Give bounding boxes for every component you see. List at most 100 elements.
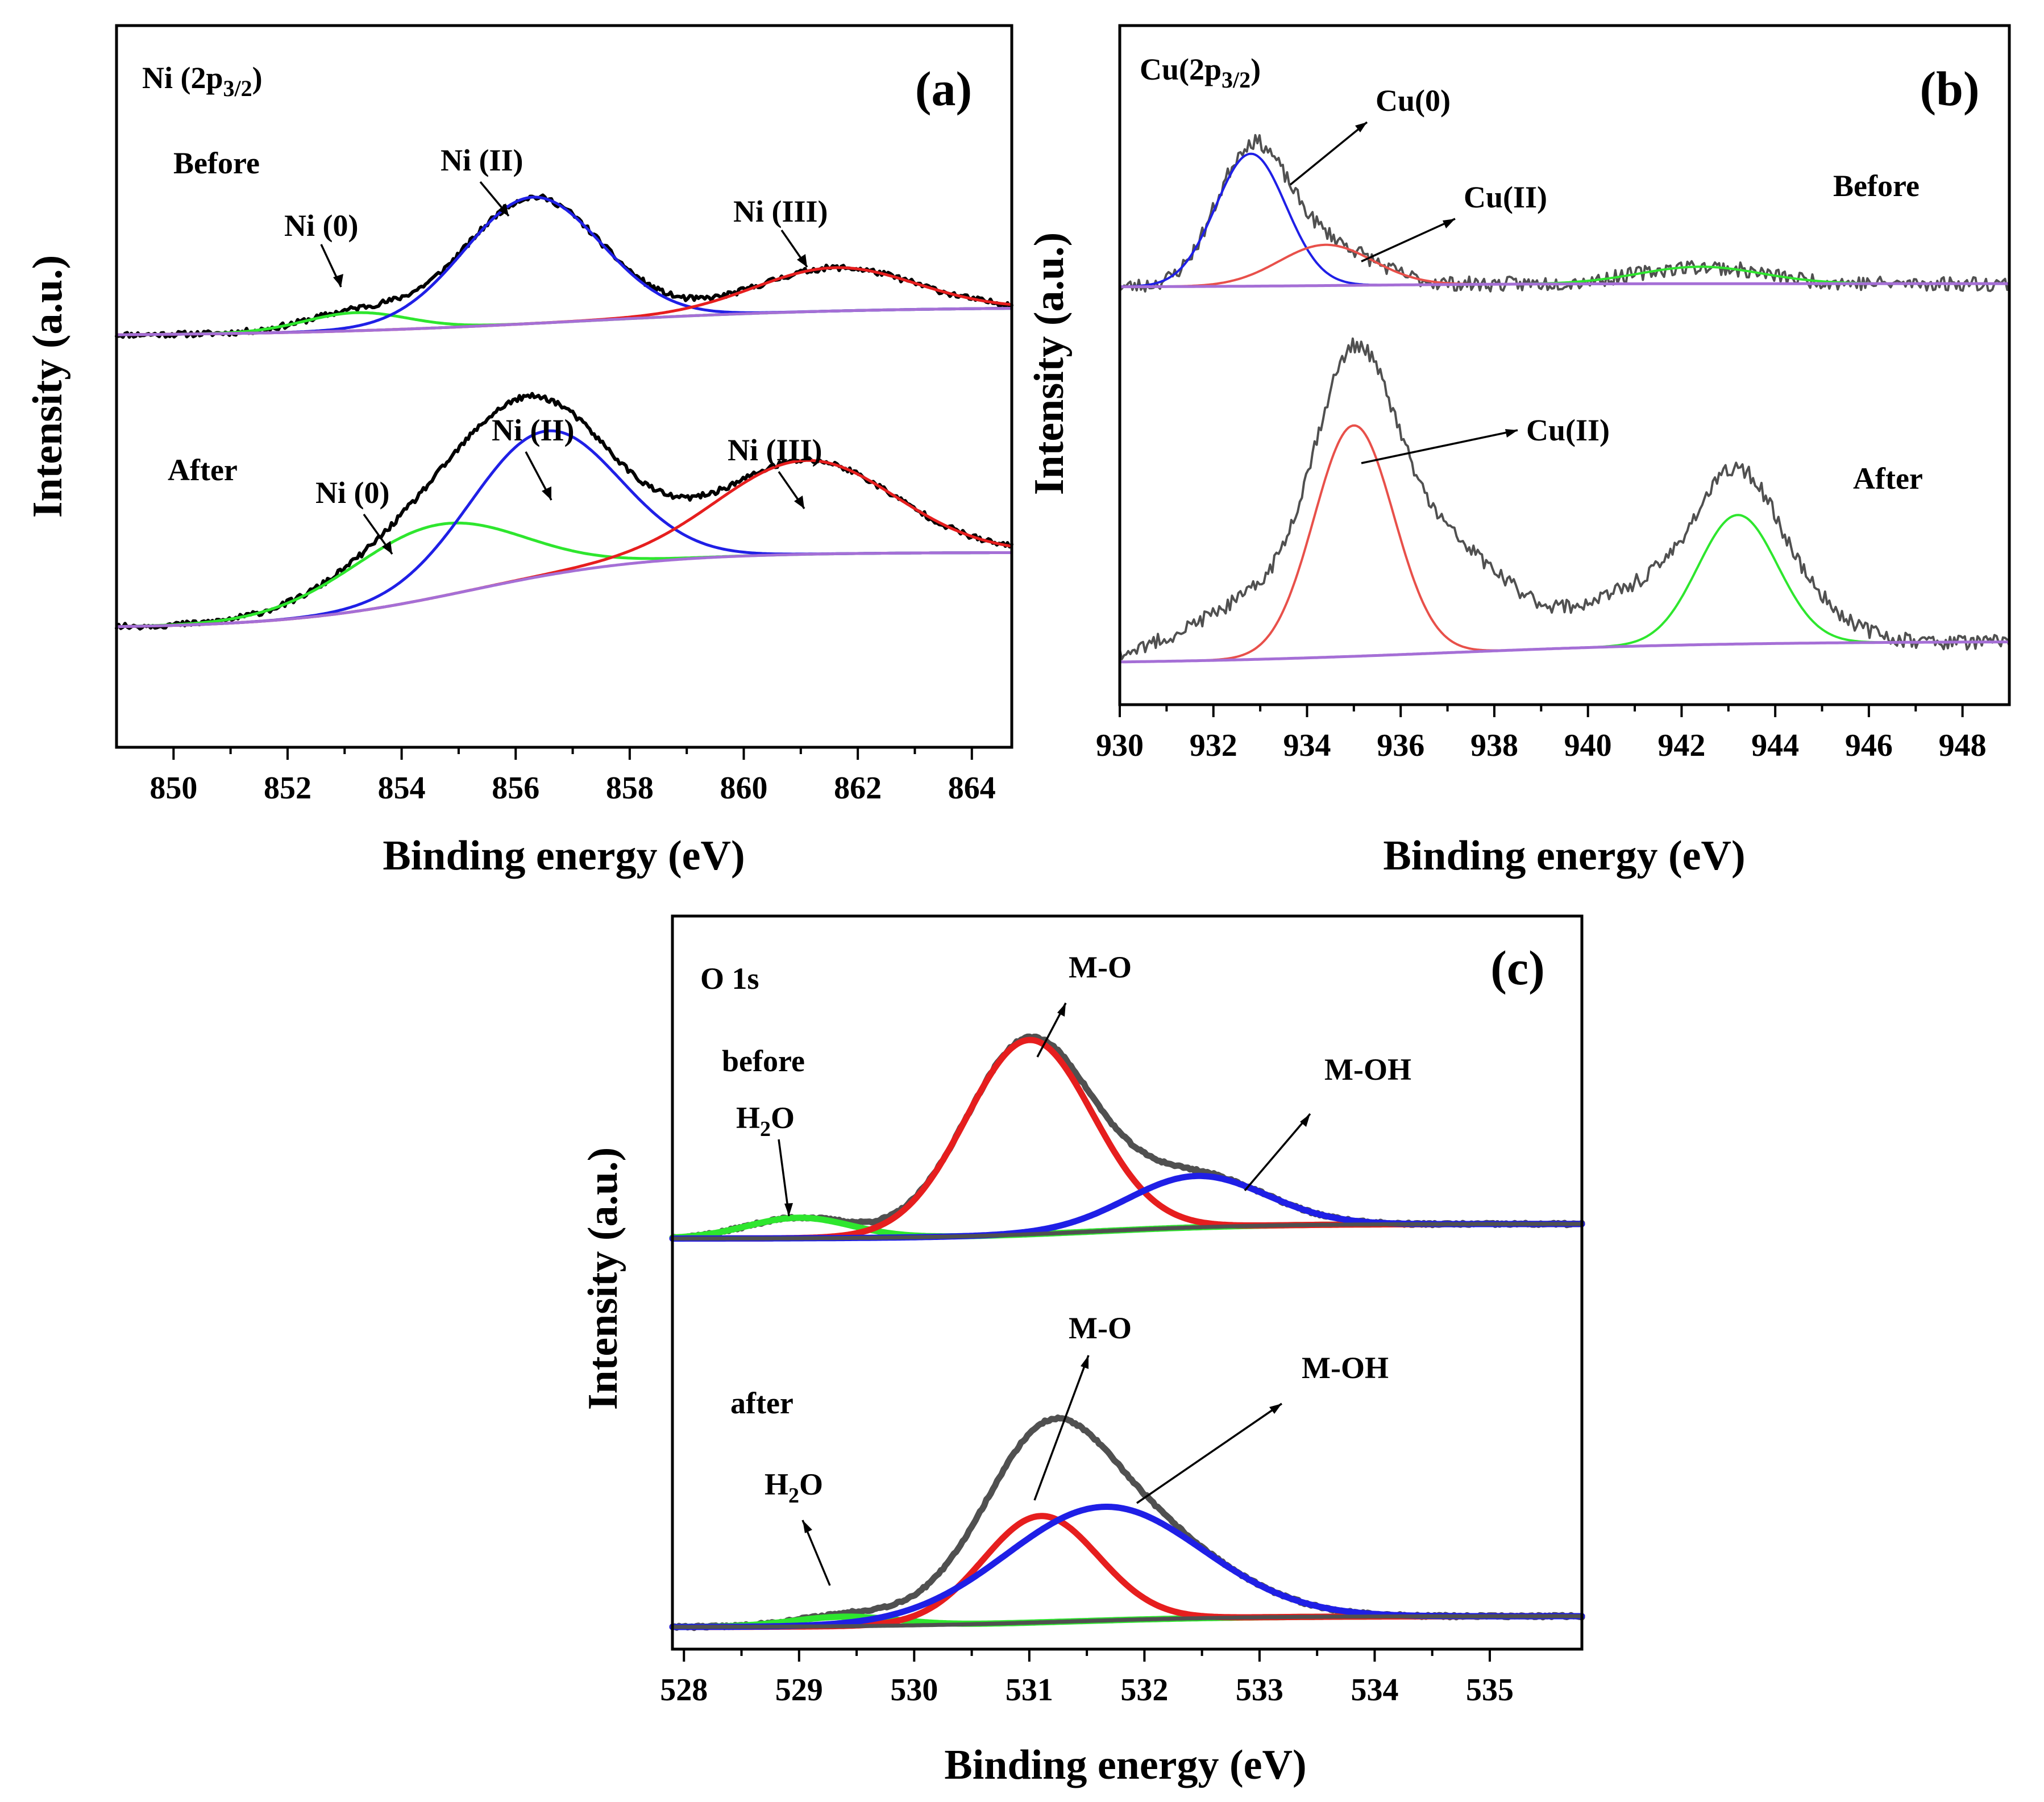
panel-b-before-peak-cu-ii	[1119, 243, 2010, 288]
panel-a-xtick-label-856: 856	[492, 771, 539, 806]
panel-a-before-background	[115, 307, 1013, 336]
panel-a-after-ni0-label: Ni (0)	[315, 476, 389, 510]
panel-a-after-ni0-arrowhead	[382, 541, 392, 554]
panel-b-after-cu2-arrow	[1361, 429, 1518, 464]
panel-c-before-label: before	[722, 1044, 805, 1078]
panel-c-after-label: after	[730, 1386, 793, 1420]
panel-a-ylabel: Intensity (a.u.)	[24, 255, 71, 518]
panel-c-before-background	[670, 1222, 1584, 1241]
panel-c-curves	[669, 1033, 1585, 1632]
panel-c-before-moh-arrow	[1244, 1113, 1311, 1192]
panel-b-after-cu2-arrowhead	[1505, 429, 1518, 438]
panel-b: 930 932 934 936 938 940 942 944 946 948 Binding e…	[1026, 24, 2011, 879]
panel-b-xtick-label-946: 946	[1845, 728, 1893, 763]
panel-a-title: Ni (2p3/2)	[142, 61, 263, 101]
panel-b-xtick-label-948: 948	[1939, 728, 1987, 763]
panel-c: 528 529 530 531 532 533 534 535 Binding energy …	[580, 914, 1585, 1788]
panel-a-before-ni2-label: Ni (II)	[441, 143, 524, 177]
panel-b-before-background	[1118, 282, 2011, 289]
panel-b-xtick-label-936: 936	[1377, 728, 1424, 763]
panel-b-after-label: After	[1853, 461, 1923, 496]
panel-c-after-moh-arrowhead	[1269, 1404, 1282, 1414]
panel-c-xtick-label-532: 532	[1120, 1672, 1168, 1708]
panel-c-xtick-label-535: 535	[1466, 1672, 1514, 1708]
panel-a-before-ni3-label: Ni (III)	[733, 194, 828, 228]
panel-a-after-peak-ni-ii	[115, 429, 1013, 629]
panel-c-after-h2o-label: H2O	[765, 1467, 823, 1508]
panel-c-xtick-label-530: 530	[890, 1672, 938, 1708]
panel-c-xtick-label-534: 534	[1351, 1672, 1398, 1708]
panel-b-before-cu0-arrowhead	[1355, 122, 1367, 132]
panel-b-xlabel: Binding energy (eV)	[1383, 833, 1745, 879]
panel-c-after-raw-spectrum	[669, 1414, 1585, 1632]
panel-b-after-raw-spectrum	[1119, 337, 2010, 660]
panel-a-after-label: After	[168, 453, 238, 487]
panel-b-before-cu2-arrow	[1361, 218, 1456, 263]
panel-a-ticks: 850 852 854 856 858 860 862 864	[149, 747, 996, 806]
panel-b-xtick-label-930: 930	[1096, 728, 1144, 763]
panel-c-xtick-label-528: 528	[660, 1672, 708, 1708]
panel-c-title: O 1s	[700, 962, 759, 996]
panel-a-xtick-label-858: 858	[606, 771, 654, 806]
panel-a-after-background	[115, 551, 1013, 629]
panel-b-curves	[1118, 134, 2011, 664]
panel-b-frame	[1118, 24, 2011, 706]
panel-b-before-label: Before	[1833, 169, 1920, 203]
panel-c-xtick-label-531: 531	[1006, 1672, 1053, 1708]
panel-a-before-raw-spectrum	[115, 193, 1013, 339]
panel-c-xtick-label-529: 529	[775, 1672, 823, 1708]
panel-a-after-ni2-arrowhead	[542, 486, 551, 500]
panel-a-after-ni3-arrowhead	[794, 496, 804, 509]
panel-c-before-moh-label: M-OH	[1324, 1052, 1411, 1087]
panel-b-letter: (b)	[1920, 61, 1979, 116]
panel-b-xtick-label-938: 938	[1470, 728, 1518, 763]
panel-a-letter: (a)	[915, 61, 972, 116]
panel-a-before-peak-ni-iii	[115, 266, 1013, 336]
panel-a-xtick-label-860: 860	[720, 771, 768, 806]
panel-b-title: Cu(2p3/2)	[1140, 52, 1261, 93]
panel-c-xtick-label-533: 533	[1236, 1672, 1283, 1708]
panel-b-xtick-label-940: 940	[1564, 728, 1612, 763]
panel-c-before-h2o-label: H2O	[736, 1101, 795, 1141]
panel-a-xtick-label-852: 852	[264, 771, 311, 806]
panel-a-before-ni2-arrowhead	[498, 203, 509, 216]
panel-b-ylabel: Intensity (a.u.)	[1026, 232, 1073, 496]
panel-a-before-ni0-label: Ni (0)	[284, 209, 358, 243]
panel-a-xtick-label-862: 862	[834, 771, 882, 806]
panel-a-before-label: Before	[173, 146, 260, 180]
panel-b-ticks: 930 932 934 936 938 940 942 944 946 948	[1096, 705, 1987, 763]
panel-b-after-cu2-label: Cu(II)	[1526, 413, 1610, 447]
panel-c-after-moh-arrow	[1136, 1403, 1282, 1504]
panel-b-xtick-label-932: 932	[1190, 728, 1237, 763]
panel-c-xlabel: Binding energy (eV)	[944, 1742, 1306, 1788]
panel-b-after-background	[1118, 640, 2011, 664]
panel-b-before-cu2-arrowhead	[1443, 219, 1455, 228]
panel-c-after-mo-arrow	[1033, 1355, 1090, 1501]
panel-c-before-h2o-arrow	[778, 1139, 790, 1217]
panel-c-after-moh-label: M-OH	[1302, 1351, 1389, 1385]
panel-c-after-mo-label: M-O	[1069, 1311, 1132, 1345]
panel-c-before-mo-arrowhead	[1057, 1003, 1066, 1017]
panel-a: 850 852 854 856 858 860 862 864 Binding energy …	[24, 24, 1013, 879]
panel-a-after-peak-ni-0	[115, 521, 1013, 629]
panel-c-after-background	[670, 1614, 1584, 1629]
panel-b-before-raw-spectrum	[1119, 134, 2010, 293]
panel-a-before-peak-ni-ii	[115, 195, 1013, 336]
panel-c-ticks: 528 529 530 531 532 533 534 535	[660, 1649, 1514, 1708]
panel-c-letter: (c)	[1490, 940, 1544, 995]
panel-b-before-cu0-label: Cu(0)	[1376, 84, 1451, 118]
panel-c-after-mo-arrowhead	[1081, 1355, 1089, 1369]
panel-a-xtick-label-850: 850	[149, 771, 197, 806]
panel-a-after-ni2-label: Ni (II)	[492, 413, 575, 447]
panel-c-frame	[671, 914, 1584, 1651]
panel-b-xtick-label-934: 934	[1283, 728, 1331, 763]
panel-a-before-ni3-arrowhead	[797, 254, 807, 267]
panel-c-before-moh-arrowhead	[1300, 1114, 1310, 1127]
panel-b-before-cu2-label: Cu(II)	[1464, 180, 1547, 214]
panel-c-before-h2o-arrowhead	[784, 1203, 793, 1216]
panel-b-before-cu0-arrow	[1289, 121, 1368, 186]
panel-a-xtick-label-854: 854	[378, 771, 426, 806]
panel-a-xtick-label-864: 864	[948, 771, 996, 806]
panel-c-after-peak-m-oh	[669, 1504, 1585, 1630]
